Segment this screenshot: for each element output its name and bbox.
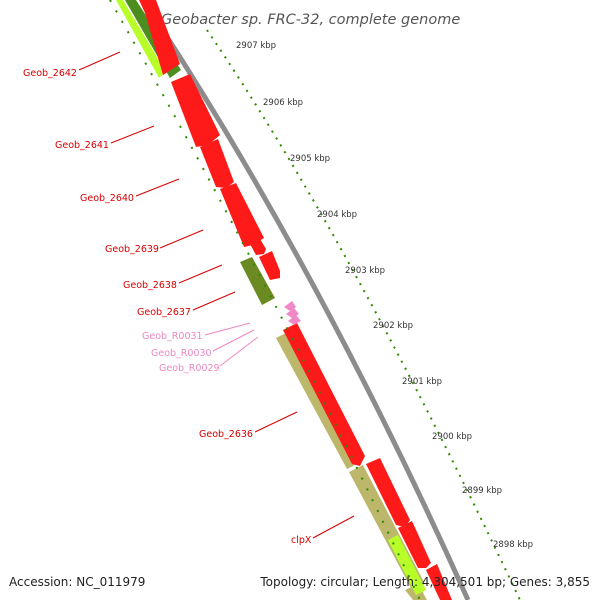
scale-tick-label: 2900 kbp — [432, 432, 472, 442]
topology-label: Topology: circular; Length: 4,304,501 bp… — [259, 575, 590, 589]
cds-arrow — [171, 74, 220, 147]
scale-tick-label: 2904 kbp — [317, 210, 357, 220]
cds-arrow — [259, 251, 280, 280]
scale-tick-label: 2906 kbp — [263, 98, 303, 108]
scale-tick-label: 2907 kbp — [236, 41, 276, 51]
callout-line — [312, 515, 355, 539]
cds-arrow — [200, 139, 234, 188]
trna-arrow — [288, 315, 301, 325]
cds-arrow — [426, 564, 452, 600]
cog-bar-light-green — [116, 0, 166, 78]
cds-arrow — [398, 521, 431, 568]
scale-tick-label: 2899 kbp — [462, 486, 502, 496]
inner-dotted-ring — [109, 0, 421, 600]
genome-backbone — [140, 0, 471, 600]
trna-arrow — [284, 301, 296, 311]
gene-label[interactable]: Geob_2641 — [55, 140, 109, 151]
callout-line — [78, 51, 121, 71]
gene-label[interactable]: Geob_R0031 — [142, 331, 203, 342]
gene-label[interactable]: Geob_2638 — [123, 280, 177, 291]
gene-label[interactable]: Geob_2637 — [137, 307, 191, 318]
gene-label[interactable]: Geob_R0030 — [151, 348, 212, 359]
cds-arrow — [283, 323, 365, 466]
cds-arrow — [139, 0, 180, 75]
accession-label: Accession: NC_011979 — [9, 575, 145, 589]
callout-line — [254, 411, 298, 433]
gene-label[interactable]: Geob_2640 — [80, 193, 134, 204]
gene-label[interactable]: Geob_2642 — [23, 68, 77, 79]
callout-line — [219, 336, 259, 367]
map-title: Geobacter sp. FRC-32, complete genome — [161, 12, 460, 28]
cds-arrow — [366, 458, 410, 527]
gene-label[interactable]: Geob_2636 — [199, 429, 253, 440]
scale-tick-label: 2901 kbp — [402, 377, 442, 387]
callout-line — [192, 291, 236, 311]
scale-tick-label: 2903 kbp — [345, 266, 385, 276]
scale-tick-label: 2898 kbp — [493, 540, 533, 550]
callout-line — [204, 322, 251, 336]
callout-line — [135, 178, 180, 197]
cds-arrow — [220, 183, 264, 247]
gene-label[interactable]: Geob_R0029 — [159, 363, 220, 374]
outer-dotted-ring — [206, 29, 521, 600]
gene-label[interactable]: clpX — [291, 535, 312, 546]
scale-tick-label: 2902 kbp — [373, 321, 413, 331]
cds-arrow — [250, 239, 266, 255]
callout-line — [212, 329, 255, 352]
callout-line — [110, 125, 155, 144]
callout-line — [159, 229, 204, 249]
cog-bar-olive — [240, 257, 275, 305]
callout-line — [178, 264, 223, 284]
cog-bar-light-green-2 — [388, 535, 426, 595]
gene-label[interactable]: Geob_2639 — [105, 244, 159, 255]
scale-tick-label: 2905 kbp — [290, 154, 330, 164]
